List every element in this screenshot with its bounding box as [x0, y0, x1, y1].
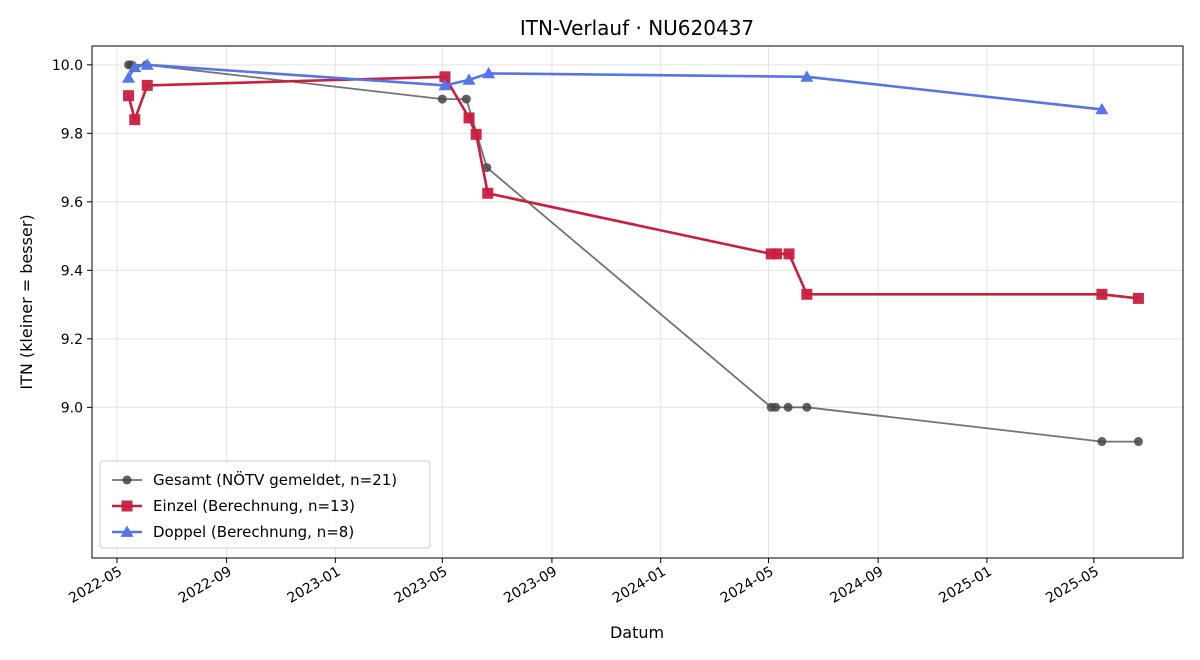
data-point: [482, 66, 496, 79]
data-point: [1132, 292, 1144, 304]
y-tick-label: 9.8: [61, 126, 83, 142]
series-2: [123, 71, 1144, 304]
data-point: [129, 114, 141, 126]
x-tick-label: 2022-05: [66, 564, 125, 607]
legend-marker: [121, 500, 133, 512]
data-point: [438, 78, 452, 91]
y-axis-ticks: 9.0 9.2 9.4 9.6 9.8 10.0: [52, 58, 92, 416]
legend-label: Gesamt (NÖTV gemeldet, n=21): [153, 470, 397, 489]
x-tick-label: 2024-09: [827, 564, 886, 607]
data-point: [1097, 437, 1107, 447]
legend-item-3: Doppel (Berechnung, n=8): [112, 523, 354, 541]
data-point: [437, 94, 447, 104]
legend-box: [99, 460, 431, 549]
data-point: [462, 73, 476, 85]
data-point: [482, 187, 494, 199]
legend-label: Einzel (Berechnung, n=13): [153, 497, 355, 515]
data-point: [140, 58, 154, 70]
data-point: [783, 248, 795, 260]
x-tick-label: 2024-05: [718, 564, 777, 607]
data-point: [783, 402, 793, 412]
y-tick-label: 9.0: [61, 400, 83, 416]
data-point: [802, 402, 812, 412]
data-point: [122, 71, 136, 83]
legend-marker: [120, 525, 134, 537]
data-point: [482, 163, 492, 173]
series-line: [127, 63, 1103, 111]
data-point: [1095, 102, 1109, 115]
chart-title: ITN-Verlauf · NU620437: [520, 16, 754, 40]
y-tick-label: 10.0: [52, 58, 83, 74]
data-point: [141, 79, 153, 91]
x-tick-label: 2023-09: [501, 564, 560, 607]
data-point: [470, 128, 482, 140]
legend-label: Doppel (Berechnung, n=8): [153, 523, 354, 541]
legend-item-1: Gesamt (NÖTV gemeldet, n=21): [112, 470, 397, 489]
x-tick-label: 2023-01: [285, 564, 344, 607]
y-tick-label: 9.2: [61, 332, 83, 348]
y-tick-label: 9.6: [61, 195, 83, 211]
x-tick-label: 2023-05: [392, 564, 451, 607]
legend-item-2: Einzel (Berechnung, n=13): [112, 497, 355, 515]
plot-frame: [91, 45, 1184, 559]
data-point: [461, 94, 471, 104]
data-point: [463, 112, 475, 124]
x-tick-label: 2025-01: [936, 564, 995, 607]
data-point: [771, 402, 781, 412]
x-tick-label: 2022-09: [176, 564, 235, 607]
data-point: [1133, 437, 1143, 447]
data-point: [801, 288, 813, 300]
data-point: [123, 90, 135, 102]
data-point: [800, 70, 814, 82]
legend: Gesamt (NÖTV gemeldet, n=21) Einzel (Bere…: [99, 460, 431, 549]
x-tick-label: 2024-01: [610, 564, 669, 607]
data-point: [1096, 288, 1108, 300]
x-tick-label: 2025-05: [1043, 564, 1102, 607]
series-layer: [122, 58, 1144, 447]
y-axis-label: ITN (kleiner = besser): [17, 214, 36, 389]
series-3: [122, 58, 1109, 115]
data-point: [439, 71, 451, 83]
legend-marker: [122, 475, 132, 485]
data-point: [771, 248, 783, 260]
data-point: [128, 60, 142, 73]
x-axis-ticks: 2022-05 2022-09 2023-01 2023-05 2023-09 2024-…: [66, 558, 1102, 607]
x-axis-label: Datum: [610, 623, 664, 642]
grid-lines: [92, 46, 1183, 558]
y-tick-label: 9.4: [61, 263, 83, 279]
series-1: [124, 60, 1143, 447]
